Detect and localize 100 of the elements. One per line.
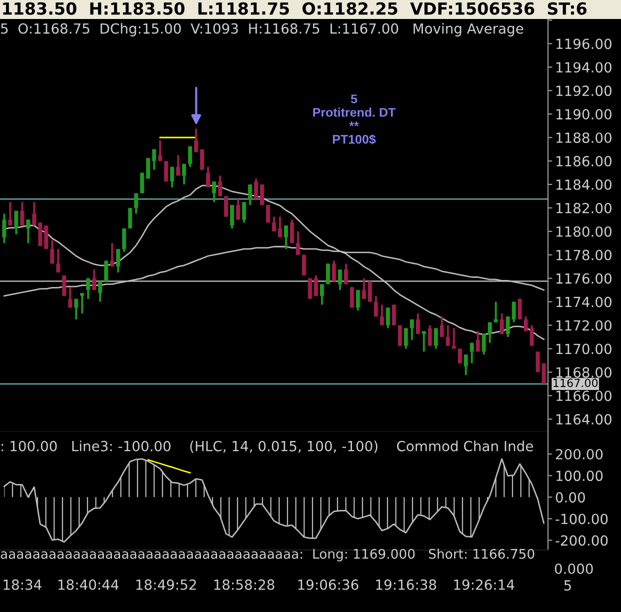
- candlestick: [152, 148, 156, 171]
- candlestick: [296, 230, 300, 256]
- candlestick: [92, 268, 96, 292]
- candlestick: [416, 312, 420, 336]
- candlestick: [320, 283, 324, 306]
- candlestick: [218, 174, 222, 198]
- ref-line-label: 1167.00: [554, 378, 598, 388]
- text: 0.000: [554, 564, 593, 574]
- candlestick: [476, 330, 480, 353]
- y-tick-label: 1180.00: [556, 226, 612, 237]
- candlestick: [56, 248, 60, 274]
- y-tick-label: 1190.00: [556, 109, 612, 120]
- candlestick: [50, 239, 54, 265]
- y-tick-label: 1164.00: [556, 414, 612, 425]
- candlestick: [500, 312, 504, 336]
- text: 5: [564, 580, 571, 591]
- candlestick: [14, 210, 18, 236]
- candlestick: [74, 298, 78, 320]
- candlestick: [242, 201, 246, 224]
- candlestick: [158, 139, 162, 162]
- annotation: aaaaaaaaaaaaaaaaaaaaaaaaaaaaaaaaaaaaa: Long: 1169.000 Short: 1166.750: [0, 548, 534, 562]
- candlestick: [440, 315, 444, 338]
- y-tick-label: 1194.00: [556, 62, 612, 73]
- candlestick: [80, 292, 84, 314]
- y-tick-label: 1182.00: [556, 202, 612, 214]
- y-tick-label: 1172.00: [556, 320, 612, 331]
- candlestick: [530, 324, 534, 347]
- x-tick-label: 19:16:38: [376, 579, 436, 590]
- candlestick: [254, 178, 258, 200]
- x-tick-label: 19:06:36: [298, 579, 358, 590]
- candlestick: [116, 248, 120, 274]
- candlestick: [20, 201, 24, 226]
- y-tick-label: 0.00: [556, 492, 585, 503]
- candlestick: [488, 321, 492, 344]
- candlestick: [194, 128, 198, 154]
- candlestick: [470, 342, 474, 364]
- candlestick: [524, 315, 528, 332]
- candlestick: [110, 242, 114, 268]
- y-tick-label: 1170.00: [556, 344, 612, 354]
- y-tick-label: -200.00: [556, 535, 608, 546]
- candlestick: [176, 154, 180, 177]
- candlestick: [314, 274, 318, 297]
- candlestick: [122, 227, 126, 253]
- candlestick: [98, 280, 102, 303]
- candlestick: [446, 324, 450, 347]
- candlestick: [404, 327, 408, 350]
- y-tick-label: 1174.00: [556, 296, 612, 308]
- annotation: 5 Protitrend. DT ** PT100$: [313, 94, 396, 145]
- y-tick-label: -100.00: [556, 514, 608, 524]
- y-tick-label: 1196.00: [556, 38, 612, 50]
- candlestick: [182, 162, 186, 186]
- candlestick: [212, 180, 216, 204]
- candlestick: [236, 198, 240, 221]
- candlestick: [248, 183, 252, 206]
- candlestick: [68, 286, 72, 309]
- candlestick: [428, 324, 432, 347]
- y-tick-label: 1168.00: [556, 367, 612, 378]
- candlestick: [272, 216, 276, 232]
- y-tick-label: 1192.00: [556, 86, 612, 96]
- candlestick: [32, 201, 36, 226]
- x-tick-label: 18:49:52: [136, 579, 196, 590]
- candlestick: [410, 318, 414, 341]
- x-tick-label: 18:40:44: [58, 579, 119, 590]
- y-tick-label: 1176.00: [556, 273, 612, 284]
- candlestick: [464, 354, 468, 376]
- candlestick: [332, 260, 336, 282]
- text: : 100.00 Line3: -100.00 (HLC, 14, 0.015, 100, -100) Commod Chan Inde: [2, 440, 533, 454]
- candlestick: [374, 294, 378, 318]
- y-tick-label: 1178.00: [556, 250, 612, 260]
- candlestick: [134, 192, 138, 215]
- candlestick: [26, 218, 30, 244]
- candlestick: [434, 327, 438, 350]
- y-tick-label: 1166.00: [556, 390, 612, 402]
- candlestick: [230, 204, 234, 230]
- candlestick: [482, 333, 486, 356]
- x-tick-label: 19:26:14: [454, 579, 514, 590]
- candlestick: [338, 268, 342, 292]
- candlestick: [284, 224, 288, 250]
- candlestick: [2, 212, 6, 244]
- candlestick: [344, 262, 348, 286]
- candlestick: [356, 289, 360, 312]
- y-tick-label: 200.00: [556, 448, 603, 460]
- y-tick-label: 1186.00: [556, 156, 612, 166]
- candlestick: [86, 277, 90, 300]
- line-series: [147, 459, 191, 474]
- candlestick: [380, 304, 384, 326]
- candlestick: [290, 218, 294, 244]
- candlestick: [188, 145, 192, 168]
- candlestick: [506, 315, 510, 338]
- candlestick: [170, 166, 174, 188]
- candlestick: [422, 330, 426, 353]
- candlestick: [278, 216, 282, 238]
- chart-title: 1183.50 H:1183.50 L:1181.75 O:1182.25 VDF:1506536 ST:6: [3, 2, 587, 15]
- x-tick-label: 18:34: [4, 579, 42, 590]
- chart-subtitle: 5 O:1168.75 DChg:15.00 V:1093 H:1168.75 L:1167.00 Moving Average: [1, 23, 524, 36]
- candlestick: [386, 306, 390, 330]
- y-tick-label: 1188.00: [556, 132, 612, 143]
- candlestick: [206, 166, 210, 188]
- candlestick: [512, 300, 516, 324]
- x-tick-label: 18:58:28: [214, 579, 274, 590]
